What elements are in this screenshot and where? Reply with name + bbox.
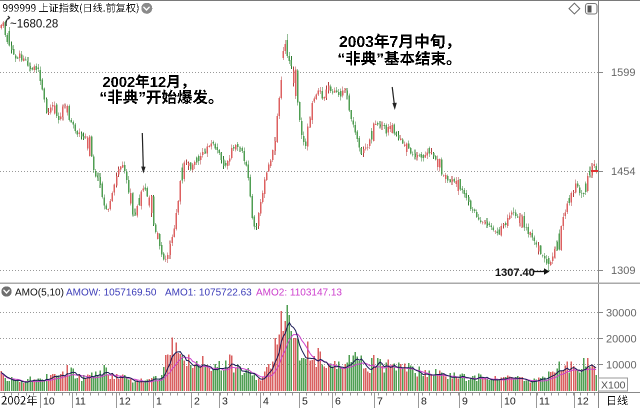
svg-text:3: 3 [222,396,228,408]
svg-text:1454: 1454 [611,166,635,178]
svg-text:11: 11 [539,396,550,408]
svg-text:AMO(5,10): AMO(5,10) [15,288,64,299]
svg-text:12: 12 [119,396,131,408]
svg-text:1309: 1309 [611,265,635,277]
svg-text:11: 11 [75,396,86,408]
svg-text:1307.40: 1307.40 [495,267,535,279]
svg-text:10: 10 [504,396,516,408]
svg-text:9: 9 [462,396,468,408]
svg-text:5: 5 [302,396,308,408]
svg-text:1599: 1599 [611,67,635,79]
svg-text:10000: 10000 [606,360,637,372]
svg-text:1: 1 [156,396,162,408]
svg-text:30000: 30000 [606,308,637,320]
svg-text:2: 2 [194,396,200,408]
svg-text:~1680.28: ~1680.28 [10,19,58,31]
svg-text:10: 10 [43,396,55,408]
svg-text:AMO1: 1075722.63: AMO1: 1075722.63 [165,288,252,299]
svg-text:4: 4 [263,396,269,408]
svg-text:8: 8 [421,396,427,408]
svg-text:7: 7 [377,396,383,408]
svg-text:20000: 20000 [606,334,637,346]
svg-text:X100: X100 [601,380,626,392]
svg-text:AMO2: 1103147.13: AMO2: 1103147.13 [256,288,342,299]
svg-text:12: 12 [577,396,589,408]
svg-text:6: 6 [335,396,341,408]
svg-text:AMOW: 1057169.50: AMOW: 1057169.50 [66,288,157,299]
